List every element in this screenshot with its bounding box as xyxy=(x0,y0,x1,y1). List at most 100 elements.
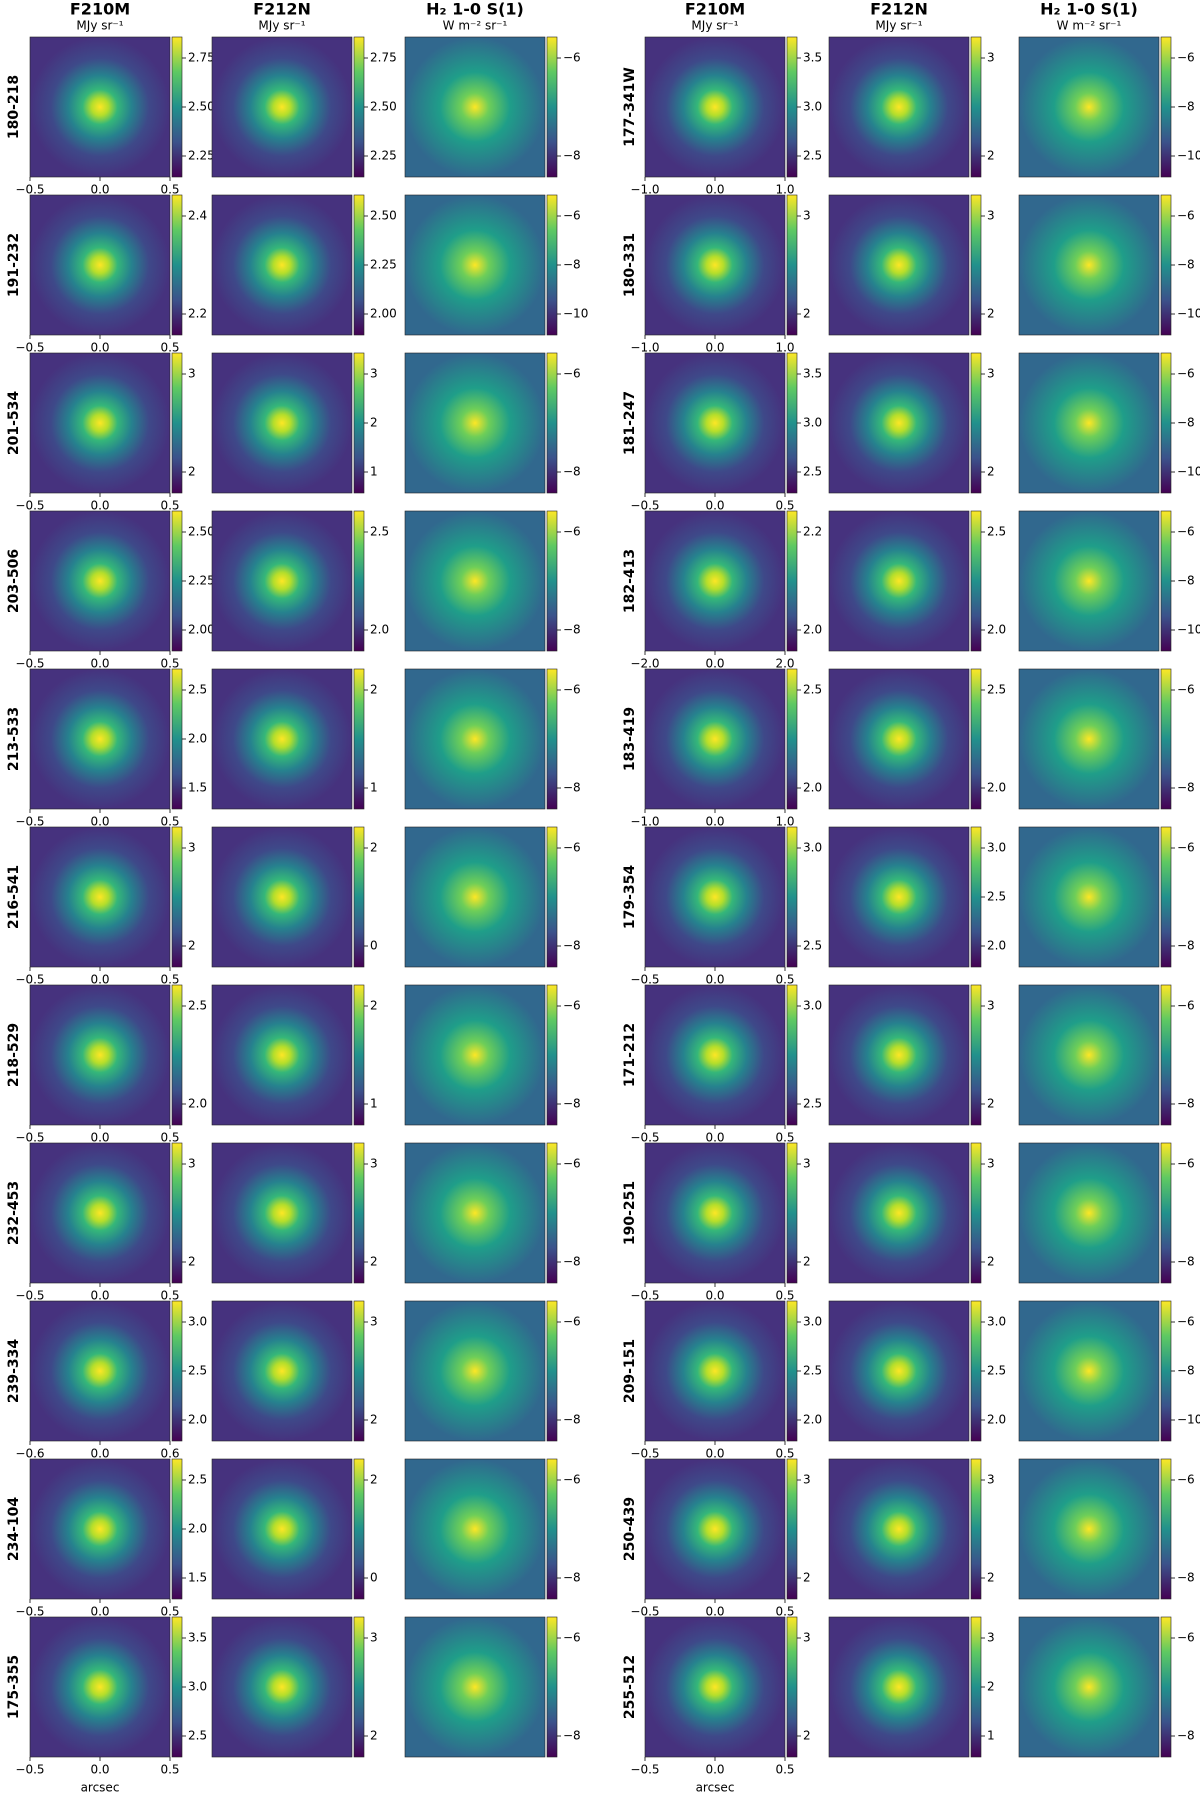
column-title: H₂ 1-0 S(1) xyxy=(426,0,524,19)
colorbar-tick-label: 3 xyxy=(987,999,995,1013)
x-tick-label: 0.0 xyxy=(90,1605,109,1619)
colorbar xyxy=(786,194,798,336)
colorbar xyxy=(786,1300,798,1442)
panel-frame xyxy=(1018,352,1160,494)
panel-frame xyxy=(828,668,970,810)
colorbar-tick-label: 2.25 xyxy=(188,149,215,163)
panel-frame xyxy=(211,1458,353,1600)
row-label: 255-512 xyxy=(622,1655,638,1719)
colorbar xyxy=(171,1458,183,1600)
colorbar-tick-label: 2 xyxy=(188,1255,196,1269)
colorbar-tick-label: −8 xyxy=(563,258,581,272)
colorbar-tick-label: 2.50 xyxy=(188,525,215,539)
colorbar-tick-label: 2.5 xyxy=(803,939,822,953)
colorbar xyxy=(786,984,798,1126)
image-panel xyxy=(829,195,969,335)
panel-frame xyxy=(1018,984,1160,1126)
image-panel xyxy=(405,827,545,967)
colorbar-tick-label: −6 xyxy=(1177,367,1195,381)
panel-frame xyxy=(404,36,546,178)
panel-frame xyxy=(828,1300,970,1442)
colorbar-tick-label: 3 xyxy=(370,367,378,381)
image-panel xyxy=(405,669,545,809)
colorbar-tick-label: −10 xyxy=(1177,623,1200,637)
row-label: 183-419 xyxy=(622,707,638,771)
colorbar-tick-label: −6 xyxy=(563,1631,581,1645)
x-tick-label: −0.5 xyxy=(15,1131,44,1145)
image-panel xyxy=(645,195,785,335)
colorbar xyxy=(1160,826,1172,968)
colorbar-tick-label: 2.0 xyxy=(188,1097,207,1111)
panel-frame xyxy=(828,510,970,652)
colorbar-tick-label: 3 xyxy=(370,1631,378,1645)
colorbar xyxy=(970,36,982,178)
x-tick-label: 0.0 xyxy=(705,973,724,987)
panel-frame xyxy=(828,1616,970,1758)
row-label: 191-232 xyxy=(6,233,22,297)
colorbar xyxy=(970,1300,982,1442)
x-tick-label: 0.0 xyxy=(705,657,724,671)
image-panel xyxy=(212,1301,352,1441)
colorbar xyxy=(786,668,798,810)
colorbar-tick-label: 3 xyxy=(987,1473,995,1487)
colorbar-tick-label: 2 xyxy=(987,1255,995,1269)
panel-frame xyxy=(1018,194,1160,336)
image-panel xyxy=(1019,1459,1159,1599)
colorbar xyxy=(970,984,982,1126)
colorbar-tick-label: 2 xyxy=(370,841,378,855)
colorbar-tick-label: 3 xyxy=(987,1631,995,1645)
colorbar-tick-label: 2.5 xyxy=(803,1364,822,1378)
panel-frame xyxy=(404,1142,546,1284)
image-panel xyxy=(645,1459,785,1599)
colorbar-tick-label: 3.5 xyxy=(803,51,822,65)
image-panel xyxy=(645,353,785,493)
colorbar-tick-label: 2 xyxy=(803,1729,811,1743)
colorbar xyxy=(353,352,365,494)
colorbar-tick-label: −6 xyxy=(1177,1631,1195,1645)
row-label: 250-439 xyxy=(622,1497,638,1561)
column-unit: MJy sr⁻¹ xyxy=(258,19,305,33)
colorbar-tick-label: 1 xyxy=(370,781,378,795)
x-tick-label: 0.0 xyxy=(705,499,724,513)
row-label: 180-331 xyxy=(622,233,638,297)
image-panel xyxy=(405,1143,545,1283)
x-tick-label: −0.5 xyxy=(630,1131,659,1145)
colorbar xyxy=(970,826,982,968)
colorbar-tick-label: 2.0 xyxy=(987,623,1006,637)
image-panel xyxy=(212,669,352,809)
panel-frame xyxy=(404,352,546,494)
colorbar-tick-label: −8 xyxy=(563,1729,581,1743)
image-panel xyxy=(645,1143,785,1283)
colorbar-tick-label: 2.5 xyxy=(803,465,822,479)
panel-frame xyxy=(211,1616,353,1758)
x-tick-label: −1.0 xyxy=(630,341,659,355)
colorbar xyxy=(546,36,558,178)
colorbar xyxy=(171,826,183,968)
panel-frame xyxy=(1018,1142,1160,1284)
image-panel xyxy=(30,1301,170,1441)
colorbar-tick-label: 3.0 xyxy=(803,416,822,430)
colorbar-tick-label: −8 xyxy=(1177,1364,1195,1378)
colorbar-tick-label: 2 xyxy=(987,1571,995,1585)
colorbar-tick-label: 3 xyxy=(188,841,196,855)
colorbar-tick-label: 2.0 xyxy=(188,732,207,746)
row-label: 180-218 xyxy=(6,75,22,139)
image-panel xyxy=(30,37,170,177)
colorbar-tick-label: 3.0 xyxy=(803,1315,822,1329)
image-panel xyxy=(1019,985,1159,1125)
x-tick-label: 0.5 xyxy=(160,1289,179,1303)
colorbar xyxy=(353,984,365,1126)
colorbar-tick-label: 2.25 xyxy=(188,574,215,588)
colorbar-tick-label: 3 xyxy=(987,209,995,223)
colorbar-tick-label: 3 xyxy=(803,1631,811,1645)
x-tick-label: −0.5 xyxy=(15,657,44,671)
colorbar-tick-label: 2 xyxy=(987,149,995,163)
colorbar-tick-label: 2.5 xyxy=(987,1364,1006,1378)
x-tick-label: 0.5 xyxy=(160,1763,179,1777)
x-tick-label: −0.5 xyxy=(15,1763,44,1777)
colorbar-tick-label: 2.0 xyxy=(987,939,1006,953)
colorbar-tick-label: 2.5 xyxy=(987,525,1006,539)
x-tick-label: −0.5 xyxy=(15,341,44,355)
colorbar-tick-label: −6 xyxy=(1177,999,1195,1013)
image-panel xyxy=(212,827,352,967)
